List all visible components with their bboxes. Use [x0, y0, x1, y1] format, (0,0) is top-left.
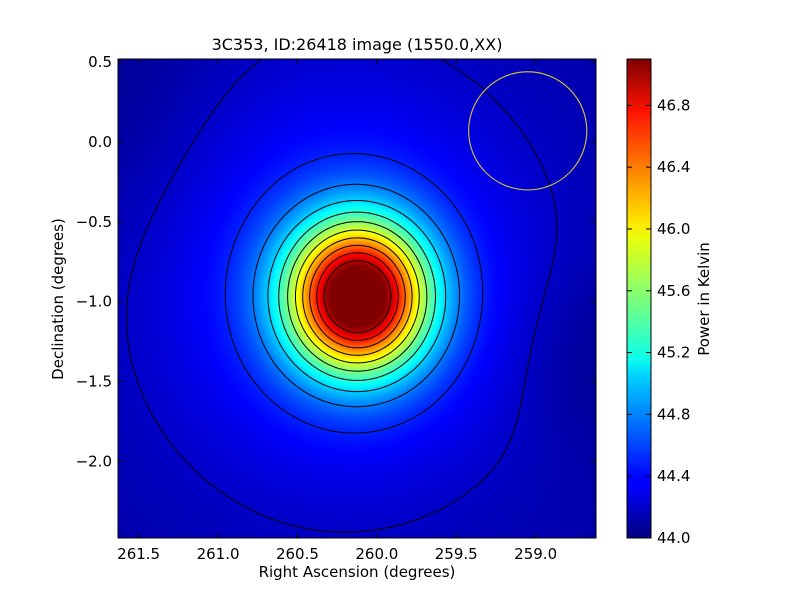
colorbar: 44.0 44.4 44.8 45.2 45.6 46.0 46.4 46.8 Power i…: [626, 58, 713, 547]
x-tick-label: 259.0: [514, 545, 557, 563]
colorbar-tick-label: 46.4: [657, 158, 690, 176]
colorbar-tick-label: 45.2: [657, 344, 690, 362]
chart-title: 3C353, ID:26418 image (1550.0,XX): [212, 35, 503, 54]
x-tick-label: 260.5: [276, 545, 319, 563]
plot-area: [117, 58, 597, 539]
beam-circle: [468, 71, 588, 191]
y-tick-label: −2.0: [76, 452, 112, 470]
y-tick-label: 0.0: [88, 133, 112, 151]
contour-line: [323, 260, 392, 333]
x-tick-label: 261.0: [197, 545, 240, 563]
colorbar-tick-label: 44.4: [657, 467, 690, 485]
contour-line: [309, 244, 406, 349]
y-axis-label: Declination (degrees): [49, 218, 67, 380]
contour-line: [316, 252, 399, 341]
y-tick-label: −1.5: [76, 373, 112, 391]
colorbar-label: Power in Kelvin: [695, 242, 713, 356]
y-tick-label: −1.0: [76, 293, 112, 311]
contour-line: [278, 211, 436, 381]
contour-line: [252, 183, 460, 408]
colorbar-tick-label: 44.8: [657, 405, 690, 423]
contour-line: [295, 229, 420, 364]
contour-line: [302, 237, 413, 356]
x-tick-label: 259.5: [435, 545, 478, 563]
plot-frame: [117, 58, 597, 539]
y-tick-label: 0.5: [88, 53, 112, 71]
x-axis-label: Right Ascension (degrees): [259, 563, 456, 581]
colorbar-tick-label: 45.6: [657, 282, 690, 300]
contour-line: [126, 59, 558, 533]
y-axis: 0.5 0.0 −0.5 −1.0 −1.5 −2.0: [76, 53, 596, 470]
colorbar-ticks: 44.0 44.4 44.8 45.2 45.6 46.0 46.4 46.8: [627, 96, 690, 547]
colorbar-tick-label: 46.8: [657, 96, 690, 114]
contour-lines: [126, 59, 558, 533]
heatmap-image: [118, 59, 596, 538]
colorbar-gradient: [626, 58, 652, 539]
contour-line: [267, 200, 447, 393]
x-axis: 261.5 261.0 260.5 260.0 259.5 259.0: [117, 59, 557, 563]
contour-line: [224, 153, 484, 434]
y-tick-label: −0.5: [76, 213, 112, 231]
colorbar-tick-label: 44.0: [657, 529, 690, 547]
contour-line: [287, 221, 428, 372]
x-tick-label: 260.0: [355, 545, 398, 563]
x-tick-label: 261.5: [117, 545, 160, 563]
colorbar-tick-label: 46.0: [657, 220, 690, 238]
